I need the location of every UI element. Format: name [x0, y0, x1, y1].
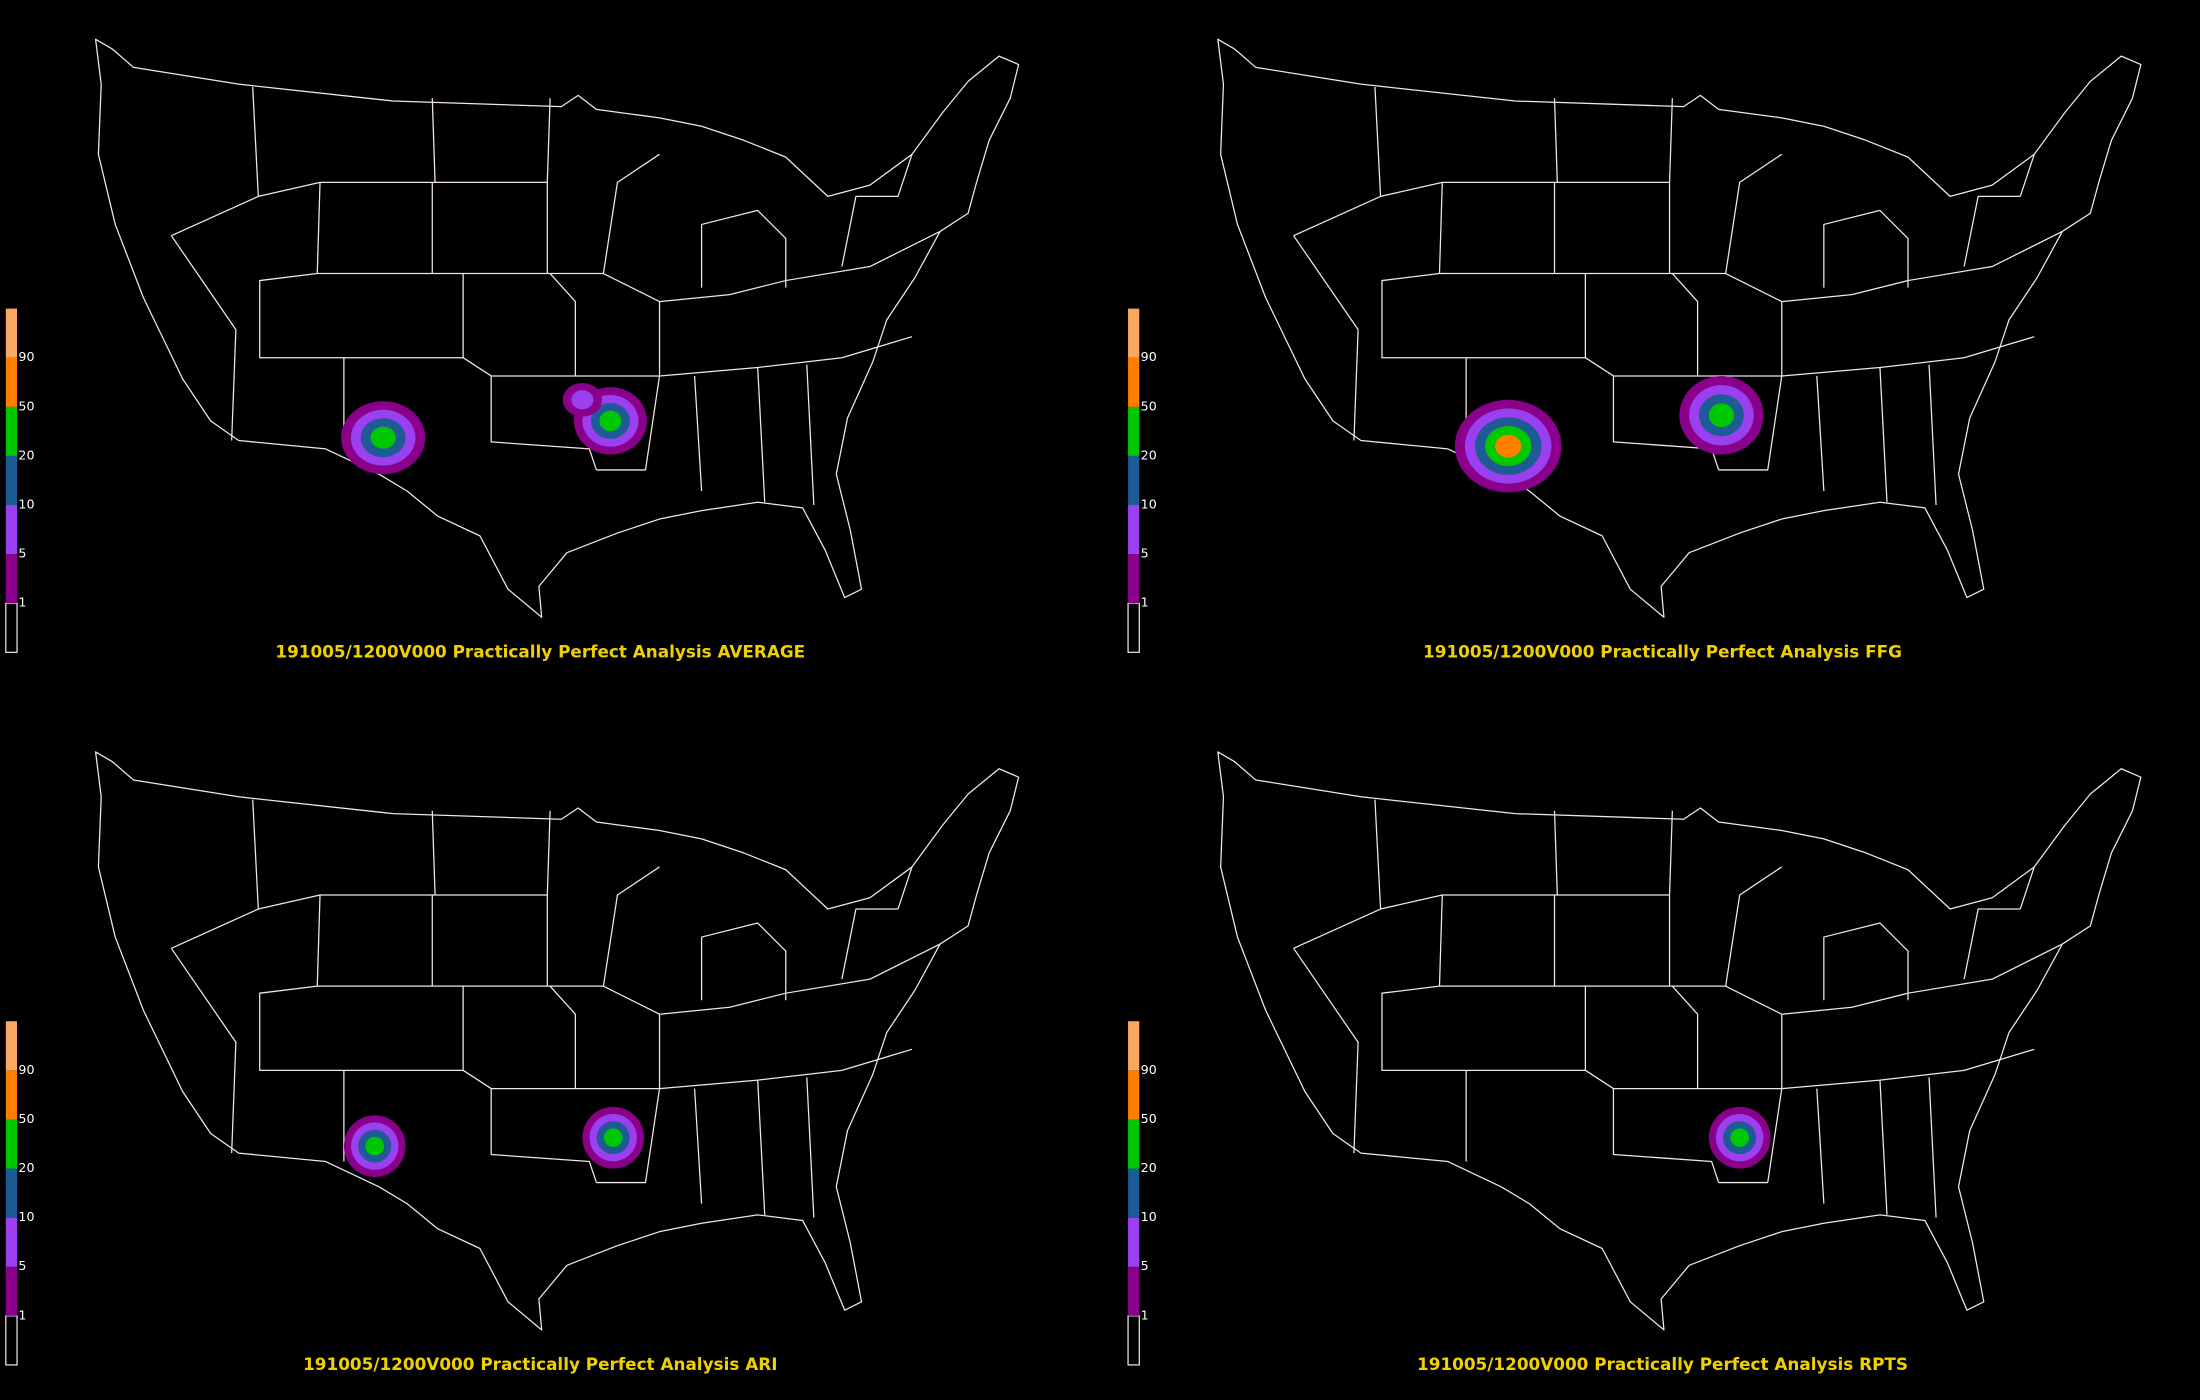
probability-contour	[1730, 1128, 1750, 1148]
colorbar-segment	[5, 1266, 18, 1316]
colorbar-label: 90	[18, 349, 34, 364]
colorbar-segment	[1128, 1168, 1140, 1218]
colorbar-segment	[1128, 554, 1140, 604]
colorbar-label: 20	[18, 1160, 34, 1175]
panel-title: 191005/1200V000 Practically Perfect Anal…	[303, 1354, 777, 1374]
colorbar-segment	[5, 602, 18, 653]
colorbar-label: 10	[1141, 497, 1157, 512]
colorbar-segment	[1128, 357, 1140, 407]
colorbar-label: 1	[1141, 595, 1149, 610]
colorbar-label: 5	[1141, 1258, 1149, 1273]
colorbar-segment	[1128, 406, 1140, 456]
us-state-map	[1217, 38, 2142, 618]
colorbar-segment	[1128, 1070, 1140, 1120]
colorbar-label: 20	[1141, 447, 1157, 462]
us-state-map	[94, 751, 1020, 1331]
us-state-map	[1217, 751, 2142, 1331]
colorbar-segment	[5, 554, 18, 604]
colorbar-segment	[5, 308, 18, 358]
colorbar-segment	[1128, 308, 1140, 358]
colorbar-label: 20	[1141, 1160, 1157, 1175]
panel-title: 191005/1200V000 Practically Perfect Anal…	[1423, 641, 1902, 661]
colorbar-segment	[5, 455, 18, 506]
colorbar-label: 20	[18, 447, 34, 462]
colorbar-segment	[1128, 1021, 1140, 1071]
colorbar-label: 1	[18, 595, 26, 610]
colorbar-label: 90	[1141, 349, 1157, 364]
colorbar-segment	[1127, 602, 1140, 653]
probability-contour	[599, 410, 622, 432]
map-panel: 1 5 10 20 50 90 191005/1200V000 Practically Pe…	[1127, 751, 2142, 1374]
colorbar-label: 1	[1141, 1307, 1149, 1322]
colorbar-label: 50	[18, 398, 34, 413]
colorbar-label: 90	[1141, 1062, 1157, 1077]
colorbar-segment	[5, 1021, 18, 1071]
colorbar-segment	[5, 406, 18, 456]
colorbar-segment	[5, 1315, 18, 1366]
colorbar-segment	[5, 357, 18, 407]
colorbar-segment	[1128, 1266, 1140, 1316]
colorbar-segment	[1128, 455, 1140, 506]
probability-contour	[1495, 434, 1522, 458]
colorbar-segment	[5, 1168, 18, 1218]
colorbar-label: 50	[1141, 398, 1157, 413]
map-panel: 1 5 10 20 50 90 191005/1200V000 Practically Pe…	[1127, 38, 2142, 661]
colorbar-label: 10	[18, 497, 34, 512]
probability-contour	[571, 390, 594, 410]
colorbar-segment	[5, 505, 18, 555]
colorbar-segment	[1128, 1217, 1140, 1267]
probability-contour	[603, 1128, 623, 1148]
map-panel: 1 5 10 20 50 90 191005/1200V000 Practically Pe…	[5, 751, 1020, 1374]
panel-title: 191005/1200V000 Practically Perfect Anal…	[275, 641, 805, 661]
colorbar-label: 90	[18, 1062, 34, 1077]
colorbar-label: 5	[18, 1258, 26, 1273]
colorbar-label: 1	[18, 1307, 26, 1322]
colorbar-label: 5	[18, 546, 26, 561]
probability-contour	[370, 426, 396, 449]
colorbar-label: 10	[1141, 1209, 1157, 1224]
colorbar-label: 5	[1141, 546, 1149, 561]
colorbar-segment	[5, 1119, 18, 1169]
map-panel: 1 5 10 20 50 90 191005/1200V000 Practically Pe…	[5, 38, 1020, 661]
colorbar-segment	[1128, 505, 1140, 555]
colorbar-label: 50	[18, 1111, 34, 1126]
us-state-map	[94, 38, 1020, 618]
probability-contour	[365, 1136, 385, 1156]
panel-title: 191005/1200V000 Practically Perfect Anal…	[1417, 1354, 1908, 1374]
colorbar-label: 10	[18, 1209, 34, 1224]
colorbar-segment	[1128, 1119, 1140, 1169]
probability-contour	[1708, 403, 1735, 428]
colorbar-segment	[1127, 1315, 1140, 1366]
colorbar-segment	[5, 1217, 18, 1267]
colorbar-label: 50	[1141, 1111, 1157, 1126]
colorbar-segment	[5, 1070, 18, 1120]
